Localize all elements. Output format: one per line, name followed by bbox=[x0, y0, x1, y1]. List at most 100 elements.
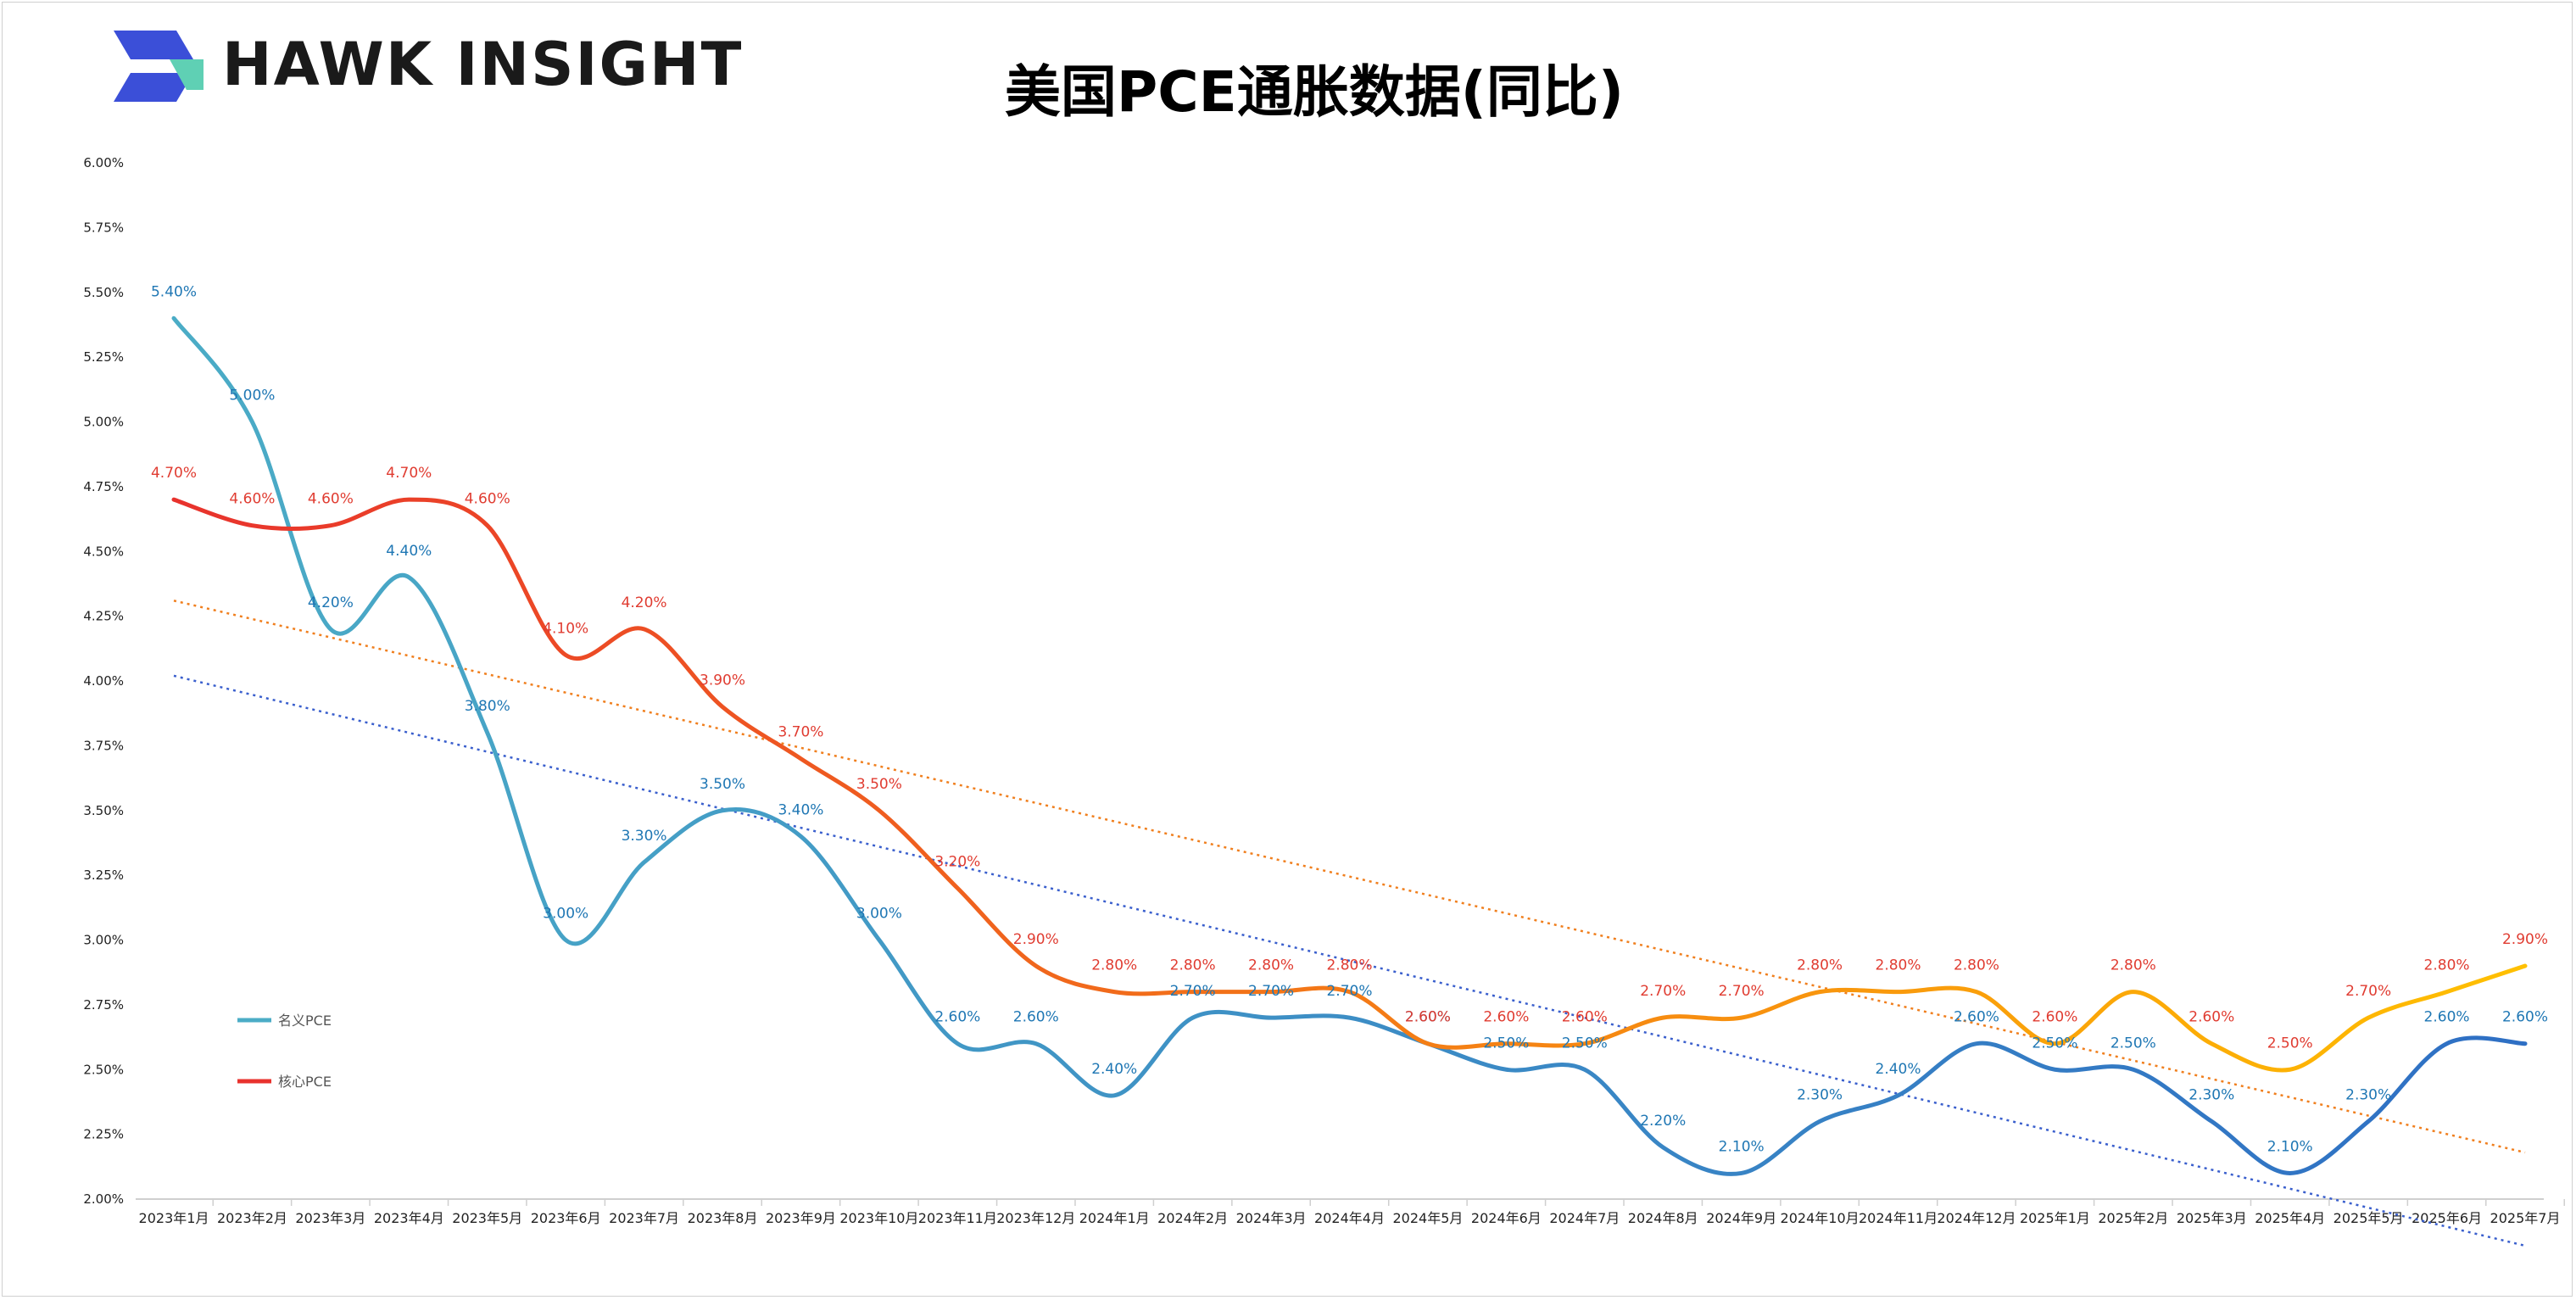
data-labels: 5.40% 5.00% 4.20% 4.40% 3.80% 3.00% 3.30% 3.50%… bbox=[151, 283, 2548, 1155]
data-label: 2.80% bbox=[1091, 957, 1137, 974]
y-axis-ticks: 2.00% 2.25% 2.50% 2.75% 3.00% 3.25% 3.50% 3.75%… bbox=[83, 155, 124, 1207]
x-tick-label: 2024年1月 bbox=[1079, 1210, 1150, 1226]
data-label: 5.40% bbox=[151, 283, 197, 300]
hawk-insight-logo bbox=[114, 31, 204, 102]
x-tick-label: 2025年6月 bbox=[2412, 1210, 2482, 1226]
data-label: 2.70% bbox=[1248, 983, 1294, 1000]
y-tick-label: 3.75% bbox=[83, 738, 124, 753]
data-label: 4.60% bbox=[229, 491, 275, 508]
legend-label: 名义PCE bbox=[278, 1013, 332, 1029]
x-tick-label: 2023年10月 bbox=[839, 1210, 918, 1226]
x-tick-label: 2024年4月 bbox=[1314, 1210, 1385, 1226]
y-tick-label: 4.25% bbox=[83, 609, 124, 624]
data-label: 2.60% bbox=[1405, 1009, 1451, 1026]
data-label: 2.50% bbox=[2032, 1035, 2077, 1052]
x-tick-label: 2023年3月 bbox=[295, 1210, 365, 1226]
data-label: 3.00% bbox=[856, 906, 902, 923]
data-label: 2.40% bbox=[1876, 1061, 1921, 1078]
y-tick-label: 6.00% bbox=[83, 155, 124, 170]
x-tick-label: 2025年5月 bbox=[2333, 1210, 2404, 1226]
logo-mark-accent bbox=[170, 59, 204, 90]
y-tick-label: 4.00% bbox=[83, 673, 124, 689]
data-label: 2.90% bbox=[1013, 931, 1059, 948]
data-label: 3.40% bbox=[778, 801, 823, 818]
x-tick-label: 2023年1月 bbox=[139, 1210, 209, 1226]
data-label: 4.70% bbox=[386, 465, 432, 482]
data-label: 2.50% bbox=[2110, 1035, 2156, 1052]
data-label: 2.30% bbox=[2188, 1086, 2234, 1103]
data-label: 2.80% bbox=[1326, 957, 1372, 974]
y-tick-label: 2.75% bbox=[83, 997, 124, 1013]
data-label: 2.70% bbox=[1326, 983, 1372, 1000]
data-label: 5.00% bbox=[229, 388, 275, 405]
data-label: 3.30% bbox=[622, 828, 667, 845]
data-label: 2.80% bbox=[2424, 957, 2470, 974]
chart-title: 美国PCE通胀数据(同比) bbox=[1004, 59, 1625, 125]
data-label: 2.80% bbox=[1876, 957, 1921, 974]
x-tick-label: 2023年6月 bbox=[531, 1210, 601, 1226]
data-label: 4.60% bbox=[465, 491, 510, 508]
data-label: 4.20% bbox=[308, 594, 354, 611]
data-label: 2.60% bbox=[934, 1009, 980, 1026]
data-label: 4.70% bbox=[151, 465, 197, 482]
data-label: 2.70% bbox=[1719, 983, 1765, 1000]
data-label: 2.50% bbox=[1562, 1035, 1608, 1052]
series-lines bbox=[171, 315, 2528, 1176]
brand-name: HAWK INSIGHT bbox=[222, 30, 744, 99]
trendlines bbox=[173, 600, 2526, 1247]
series-line bbox=[171, 497, 2528, 1073]
data-label: 2.70% bbox=[1170, 983, 1216, 1000]
data-label: 2.70% bbox=[1640, 983, 1686, 1000]
y-tick-label: 5.50% bbox=[83, 285, 124, 300]
x-tick-label: 2023年8月 bbox=[688, 1210, 758, 1226]
legend-label: 核心PCE bbox=[278, 1074, 332, 1090]
trendline bbox=[173, 600, 2526, 1154]
x-tick-label: 2024年2月 bbox=[1157, 1210, 1228, 1226]
trendline bbox=[173, 674, 2526, 1247]
data-label: 2.60% bbox=[2502, 1009, 2548, 1026]
x-tick-label: 2025年7月 bbox=[2490, 1210, 2561, 1226]
data-label: 2.80% bbox=[2110, 957, 2156, 974]
data-label: 2.30% bbox=[1797, 1086, 1843, 1103]
data-label: 3.20% bbox=[934, 853, 980, 870]
data-label: 2.70% bbox=[2345, 983, 2391, 1000]
data-label: 2.60% bbox=[1562, 1009, 1608, 1026]
y-tick-label: 2.50% bbox=[83, 1062, 124, 1077]
series-line bbox=[171, 315, 2528, 1176]
y-tick-label: 5.00% bbox=[83, 415, 124, 430]
x-tick-label: 2024年3月 bbox=[1236, 1210, 1307, 1226]
x-tick-label: 2023年9月 bbox=[766, 1210, 836, 1226]
x-tick-label: 2023年7月 bbox=[609, 1210, 679, 1226]
legend: 名义PCE 核心PCE bbox=[237, 1013, 332, 1090]
x-axis-ticks: 2023年1月 2023年2月 2023年3月 2023年4月 2023年5月 2023年… bbox=[139, 1199, 2565, 1226]
data-label: 2.50% bbox=[1483, 1035, 1529, 1052]
data-label: 4.40% bbox=[386, 543, 432, 560]
data-label: 2.60% bbox=[2032, 1009, 2077, 1026]
x-tick-label: 2023年11月 bbox=[918, 1210, 997, 1226]
data-label: 2.80% bbox=[1170, 957, 1216, 974]
data-label: 2.50% bbox=[2267, 1035, 2313, 1052]
x-tick-label: 2025年1月 bbox=[2020, 1210, 2090, 1226]
y-tick-label: 5.75% bbox=[83, 220, 124, 235]
logo-mark-bottom bbox=[114, 73, 193, 102]
x-tick-label: 2025年4月 bbox=[2255, 1210, 2325, 1226]
data-label: 2.60% bbox=[2188, 1009, 2234, 1026]
x-tick-label: 2024年6月 bbox=[1471, 1210, 1542, 1226]
x-tick-label: 2025年3月 bbox=[2177, 1210, 2247, 1226]
data-label: 2.60% bbox=[1483, 1009, 1529, 1026]
data-label: 3.80% bbox=[465, 698, 510, 715]
x-tick-label: 2024年5月 bbox=[1392, 1210, 1463, 1226]
data-label: 2.10% bbox=[1719, 1138, 1765, 1155]
data-label: 3.50% bbox=[700, 776, 745, 793]
logo-mark-top bbox=[114, 31, 193, 59]
x-tick-label: 2023年4月 bbox=[374, 1210, 444, 1226]
x-tick-label: 2024年11月 bbox=[1859, 1210, 1938, 1226]
data-label: 2.30% bbox=[2345, 1086, 2391, 1103]
y-tick-label: 4.50% bbox=[83, 544, 124, 559]
data-label: 2.20% bbox=[1640, 1113, 1686, 1130]
data-label: 3.90% bbox=[700, 672, 745, 689]
data-label: 3.70% bbox=[778, 724, 823, 741]
data-label: 2.60% bbox=[1954, 1009, 1999, 1026]
